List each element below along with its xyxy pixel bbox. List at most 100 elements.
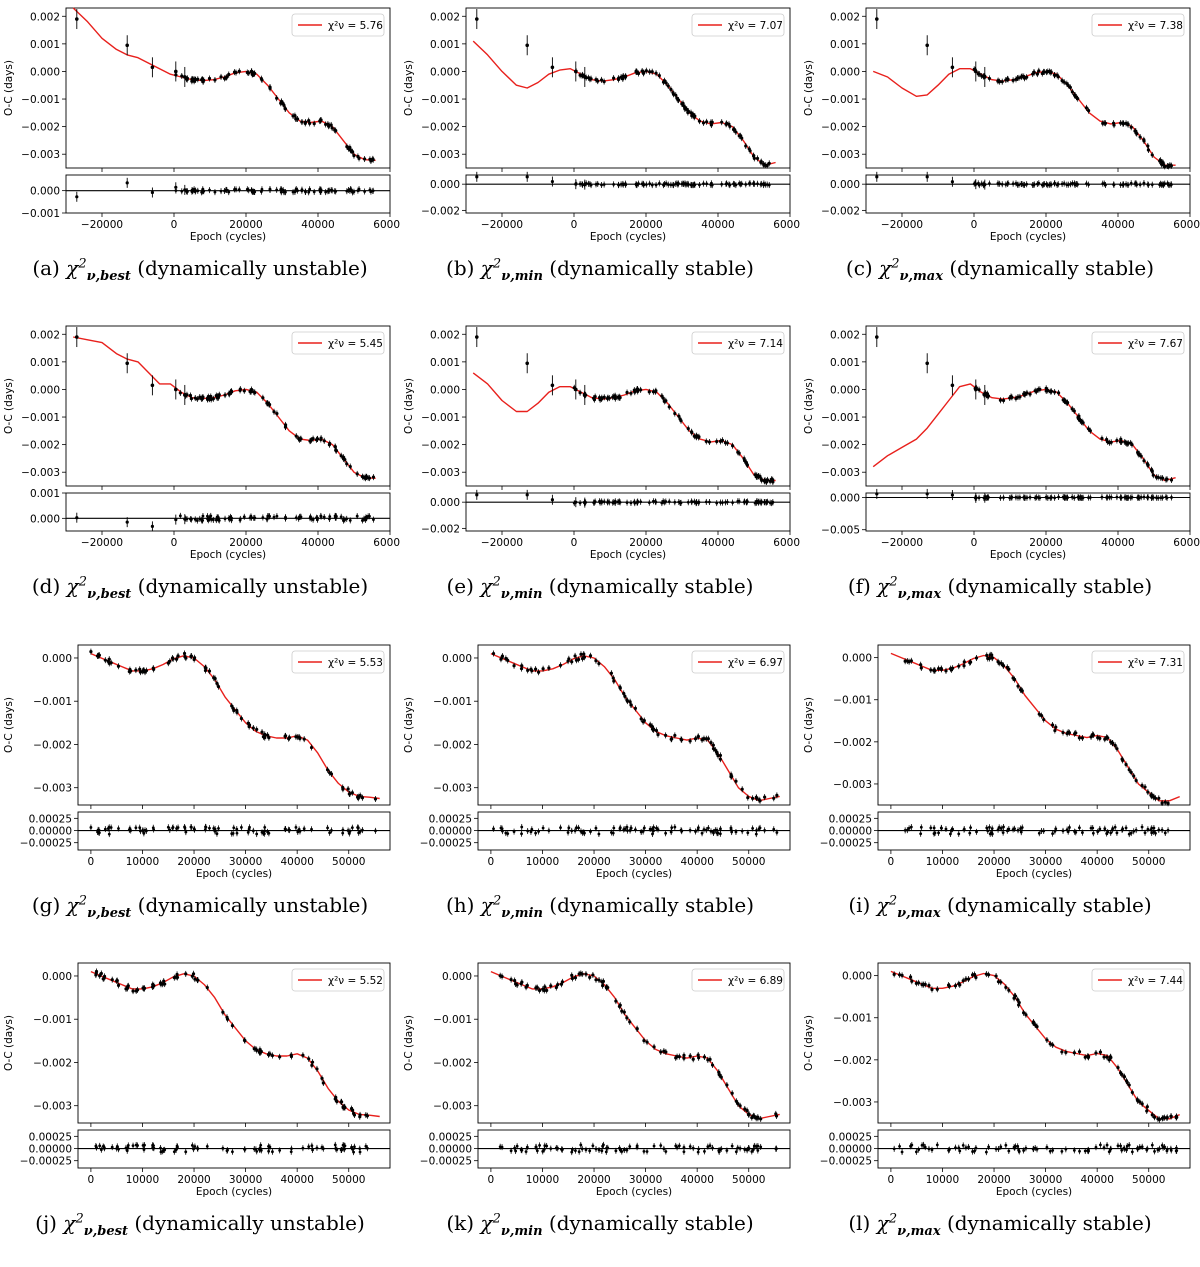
data-point — [150, 383, 155, 388]
data-point — [1119, 437, 1123, 441]
resid-point — [275, 514, 279, 518]
residual-axes-frame — [65, 174, 391, 214]
data-point — [1137, 452, 1141, 456]
resid-point — [247, 188, 251, 192]
resid-point — [909, 1144, 912, 1148]
resid-point — [152, 828, 156, 831]
data-point — [628, 1020, 632, 1024]
resid-point — [1102, 1146, 1106, 1149]
resid-point — [648, 182, 652, 186]
panel-h: 0.000 −0.001 −0.002 −0.003 0.00025 0.00000 −0.… — [400, 637, 800, 949]
legend-label: χ²ν = 6.89 — [728, 975, 783, 987]
data-point — [258, 1051, 262, 1055]
data-point — [1035, 72, 1039, 76]
resid-point — [259, 1148, 263, 1152]
resid-point — [602, 1143, 605, 1147]
data-point — [371, 158, 375, 162]
y-tick-label: −0.003 — [421, 467, 460, 479]
resid-y-tick-label: −0.002 — [821, 205, 860, 217]
resid-point — [667, 500, 671, 504]
resid-point — [259, 190, 263, 194]
caption-tag: (d) — [31, 574, 61, 598]
resid-point — [629, 501, 633, 505]
data-point — [550, 65, 555, 70]
data-point — [1152, 795, 1156, 799]
x-tick-label: 0 — [888, 1174, 895, 1186]
resid-point — [183, 517, 187, 521]
resid-point — [1052, 182, 1056, 185]
resid-point — [1150, 496, 1154, 500]
x-tick-label: 20000 — [1029, 219, 1062, 231]
resid-point — [1094, 1145, 1098, 1149]
caption-sub: ν,min — [501, 269, 543, 284]
panel-g: 0.000 −0.001 −0.002 −0.003 0.00025 0.00000 −0.… — [0, 637, 400, 949]
y-tick-label: 0.001 — [30, 39, 60, 51]
data-point — [1163, 800, 1167, 804]
data-point — [632, 388, 636, 392]
x-tick-label: 30000 — [1029, 1174, 1062, 1186]
data-point — [758, 799, 762, 803]
resid-point — [697, 500, 701, 504]
resid-point — [240, 826, 243, 829]
y-tick-label: 0.000 — [42, 971, 72, 983]
resid-point — [513, 1146, 517, 1150]
data-point — [697, 1056, 701, 1060]
resid-point — [1048, 183, 1051, 187]
data-point — [576, 657, 581, 662]
resid-point — [1048, 1149, 1052, 1153]
x-tick-label: 40000 — [701, 219, 734, 231]
data-point — [312, 122, 316, 126]
resid-point — [641, 830, 645, 833]
resid-y-tick-label: −0.00025 — [820, 838, 872, 850]
data-point — [736, 450, 740, 454]
resid-point — [947, 1148, 951, 1152]
legend-box — [691, 13, 785, 37]
x-tick-label: 20000 — [577, 856, 610, 868]
data-point — [207, 669, 212, 673]
resid-point — [594, 1147, 598, 1151]
resid-point — [556, 1147, 560, 1150]
data-point — [970, 973, 975, 977]
resid-point — [184, 1150, 188, 1154]
data-point — [1065, 401, 1070, 405]
x-tick-label: 40000 — [280, 1174, 313, 1186]
resid-y-tick-label: 0.00000 — [29, 1144, 72, 1156]
resid-point — [1087, 183, 1090, 187]
resid-point — [542, 1147, 546, 1151]
resid-y-tick-label: 0.00025 — [29, 813, 72, 825]
y-tick-label: −0.001 — [433, 1014, 472, 1026]
model-curve — [872, 383, 1176, 482]
resid-point — [617, 183, 621, 187]
data-point — [310, 1060, 315, 1064]
data-point — [357, 795, 361, 799]
data-point — [1139, 454, 1143, 458]
legend-label: χ²ν = 5.53 — [328, 657, 383, 669]
data-point — [98, 974, 102, 978]
data-point — [1016, 998, 1020, 1002]
resid-point — [284, 515, 287, 519]
y-tick-label: 0.000 — [42, 653, 72, 665]
data-point — [1133, 129, 1137, 133]
data-point — [213, 78, 217, 82]
data-point — [191, 78, 195, 82]
resid-point — [178, 514, 182, 518]
y-tick-label: 0.002 — [30, 329, 60, 341]
caption-sub: ν,min — [500, 1224, 543, 1239]
data-point — [619, 75, 623, 79]
data-point — [206, 395, 210, 399]
caption-e: (e) χ2ν,min (dynamically stable) — [446, 574, 754, 602]
resid-point — [766, 500, 769, 504]
data-point — [175, 975, 180, 980]
data-point — [283, 734, 288, 738]
data-point — [667, 405, 671, 409]
data-point — [362, 475, 366, 480]
x-tick-label: 10000 — [126, 1174, 159, 1186]
resid-point — [145, 829, 148, 833]
data-point — [968, 661, 972, 665]
panel-e: 0.002 0.001 0.000 −0.001 −0.002 −0.003 0.000 −0… — [400, 318, 800, 630]
data-point — [1005, 665, 1009, 669]
data-point — [950, 383, 955, 388]
resid-point — [1113, 825, 1117, 829]
resid-point — [275, 188, 279, 192]
resid-point — [237, 188, 241, 191]
